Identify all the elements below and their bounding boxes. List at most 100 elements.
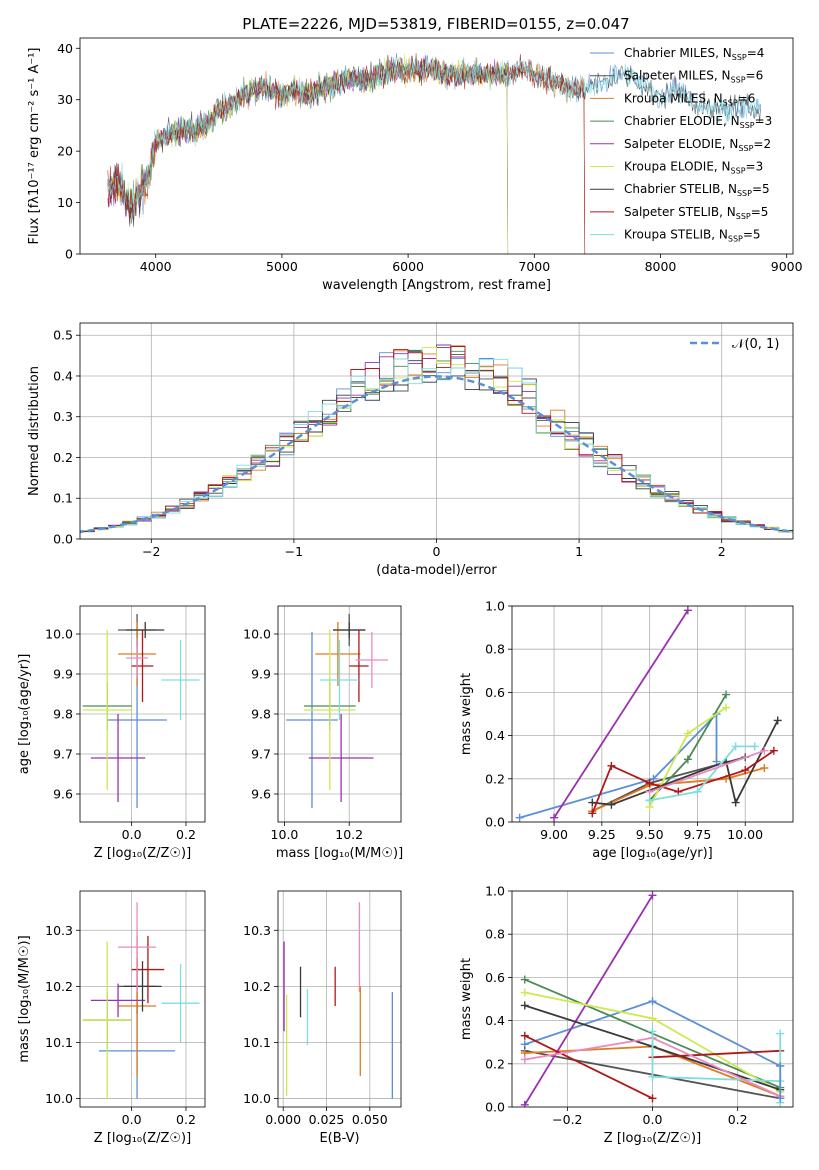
x-tick-label: 10.2 [335,827,363,842]
ticks: 0.000 0.025 0.050 10.0 10.1 10.2 10.3 [243,923,388,1127]
legend-sub: SSP [728,235,743,244]
axes-frame [277,605,402,823]
y-tick-label: 1.0 [485,884,505,899]
axes-frame [79,890,206,1108]
data-point [645,796,654,805]
plot-area [515,606,782,822]
y-tick-label: 0.2 [53,450,73,465]
y-tick-label: 0.8 [485,642,505,657]
series-line [524,1034,653,1100]
y-tick-label: 9.7 [251,747,271,762]
axes-spectrum: 4000 5000 6000 7000 8000 9000 0 10 20 30 40 wavelen… [27,37,803,293]
axes-frame [277,890,402,1108]
x-tick-label: 0.000 [265,1112,301,1127]
y-tick-label: 9.9 [251,667,271,682]
x-tick-label: 7000 [518,259,550,274]
data-point [515,813,524,822]
series-line [524,894,654,1106]
y-tick-label: 10.0 [243,1091,271,1106]
y-tick-label: 10 [57,195,73,210]
legend-label: Kroupa STELIB, NSSP=5 [624,228,761,244]
spectrum-line [107,60,586,254]
legend-label: Salpeter ELODIE, NSSP=2 [624,137,771,153]
data-point [520,975,529,984]
data-point [683,729,692,738]
y-tick-label: 9.8 [53,707,73,722]
legend-suffix: =3 [755,114,773,128]
x-tick-label: 0.2 [176,1112,196,1127]
axes-frame [79,37,794,255]
data-point [645,779,654,788]
axes-age_vs_mass: 10.0 10.2 9.6 9.7 9.8 9.9 10.0 mass [log₁₀(M/M☉… [243,605,403,861]
y-tick-label: 0.8 [485,927,505,942]
data-point [648,1014,657,1023]
y-tick-label: 10.3 [45,923,73,938]
y-tick-label: 0.0 [485,1100,505,1115]
y-tick-label: 0.0 [485,815,505,830]
plot-area [286,614,389,808]
y-tick-label: 9.6 [251,787,271,802]
series-line [652,1075,781,1082]
legend-sub: SSP [736,212,751,221]
y-tick-label: 10.0 [243,627,271,642]
gridlines [278,891,401,1107]
legend-sub: SSP [731,167,746,176]
y-tick-label: 9.6 [53,787,73,802]
data-point [607,761,616,770]
data-point [760,746,769,755]
y-tick-label: 0.3 [53,409,73,424]
spectrum-line [107,56,509,254]
data-point [769,746,778,755]
data-point [588,798,597,807]
x-axis-label: Z [log₁₀(Z/Z☉)] [94,1131,191,1146]
y-tick-label: 0.4 [485,1013,505,1028]
y-tick-label: 0.2 [485,771,505,786]
legend-label: Salpeter STELIB, NSSP=5 [624,205,768,221]
x-tick-label: 5000 [266,259,298,274]
legend-sub: SSP [740,121,755,130]
spectrum-line [107,53,586,254]
y-tick-label: 0.0 [53,532,73,547]
legend-label: Chabrier MILES, NSSP=4 [624,46,764,62]
legend: 𝒩(0, 1) [690,337,779,352]
x-tick-label: 0.2 [176,827,196,842]
ticks: 9.00 9.25 9.50 9.75 10.00 0.0 0.2 0.4 0.6 0.8 1.0 [485,599,763,843]
data-point [648,997,657,1006]
plot-area [107,52,761,254]
axes-mass_vs_EBV: 0.000 0.025 0.050 10.0 10.1 10.2 10.3 E(B-V) [243,890,402,1146]
x-tick-label: 9000 [771,259,803,274]
y-tick-label: 0.1 [53,491,73,506]
plot-area [520,891,785,1107]
x-tick-label: 0.0 [122,827,142,842]
ticks: 4000 5000 6000 7000 8000 9000 0 10 20 30 40 [57,41,803,274]
axes-frame [511,890,794,1108]
y-tick-label: 0.4 [53,368,73,383]
data-point [722,690,731,699]
x-axis-label: mass [log₁₀(M/M☉)] [276,846,403,861]
data-point [776,1061,785,1070]
legend-sub: SSP [737,189,752,198]
y-tick-label: 0.5 [53,328,73,343]
data-point [760,764,769,772]
x-tick-label: 9.75 [683,827,711,842]
x-axis-label: E(B-V) [319,1131,359,1146]
y-axis-label: Flux [fλ10⁻¹⁷ erg cm⁻² s⁻¹ A⁻¹] [27,48,42,245]
data-point [520,1001,529,1010]
y-tick-label: 0.2 [485,1056,505,1071]
data-point [683,606,692,615]
data-point [741,766,750,775]
x-axis-label: (data-model)/error [376,563,497,578]
legend-label: Kroupa MILES, NSSP=6 [624,91,755,107]
axes-frame [511,605,794,823]
legend-sub: SSP [738,144,753,153]
x-axis-label: age [log₁₀(age/yr)] [592,846,713,861]
legend-sub: SSP [732,53,747,62]
y-tick-label: 9.8 [251,707,271,722]
gridlines [278,606,401,822]
ticks: −2 −1 0 1 2 0.0 0.1 0.2 0.3 0.4 0.5 [53,328,726,559]
figure-title: PLATE=2226, MJD=53819, FIBERID=0155, z=0… [242,15,629,33]
data-point [776,1029,785,1038]
legend-sub: SSP [731,76,746,85]
data-point [520,1055,529,1064]
